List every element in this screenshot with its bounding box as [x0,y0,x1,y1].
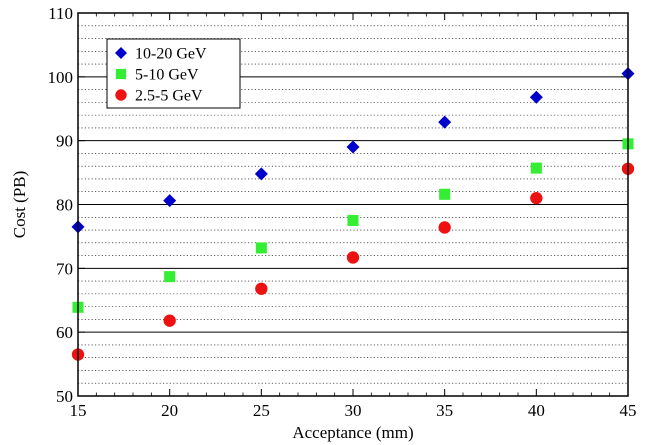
data-point [346,251,360,264]
data-point [529,90,543,104]
x-tick-label: 40 [528,401,545,420]
data-point [530,191,543,205]
x-tick-labels: 15 20 25 30 35 40 45 [70,401,637,420]
data-point [438,221,451,234]
y-tick-label: 60 [56,323,73,342]
legend-item: 5-10 GeV [115,67,199,84]
x-tick-label: 30 [345,401,362,420]
series-0 [71,67,635,234]
x-tick-label: 15 [70,401,87,420]
data-point [163,314,176,327]
y-tick-label: 80 [56,196,73,215]
data-point [530,162,542,174]
data-points [71,67,635,361]
legend-marker [115,68,127,80]
x-tick-label: 45 [620,401,637,420]
legend: 10-20 GeV 5-10 GeV 2.5-5 GeV [106,38,241,109]
legend-box [106,38,241,109]
legend-label: 2.5-5 GeV [135,88,203,105]
legend-marker [115,89,127,101]
plot-area-frame [77,12,629,397]
x-tick-label: 20 [161,401,178,420]
series-2 [71,162,635,361]
legend-item: 2.5-5 GeV [115,88,203,105]
data-point [254,167,268,181]
data-point [347,214,359,226]
series-1 [72,138,634,313]
y-tick-label: 50 [56,387,73,406]
data-point [346,140,360,154]
y-tick-labels: 50 60 70 80 90 100 110 [48,4,74,406]
data-point [438,115,452,129]
legend-marker [115,47,127,59]
data-point [255,282,268,295]
data-point [164,271,176,283]
data-point [163,194,177,208]
legend-label: 10-20 GeV [135,46,207,63]
x-tick-label: 35 [436,401,453,420]
x-axis-title: Acceptance (mm) [292,423,413,442]
y-axis-title: Cost (PB) [10,171,29,239]
y-tick-label: 110 [48,4,73,23]
y-tick-label: 70 [56,259,73,278]
x-tick-label: 25 [253,401,270,420]
legend-item: 10-20 GeV [115,46,207,63]
data-point [255,242,267,254]
y-tick-label: 90 [56,132,73,151]
data-point [439,188,451,200]
y-tick-label: 100 [48,68,74,87]
legend-label: 5-10 GeV [135,67,199,84]
